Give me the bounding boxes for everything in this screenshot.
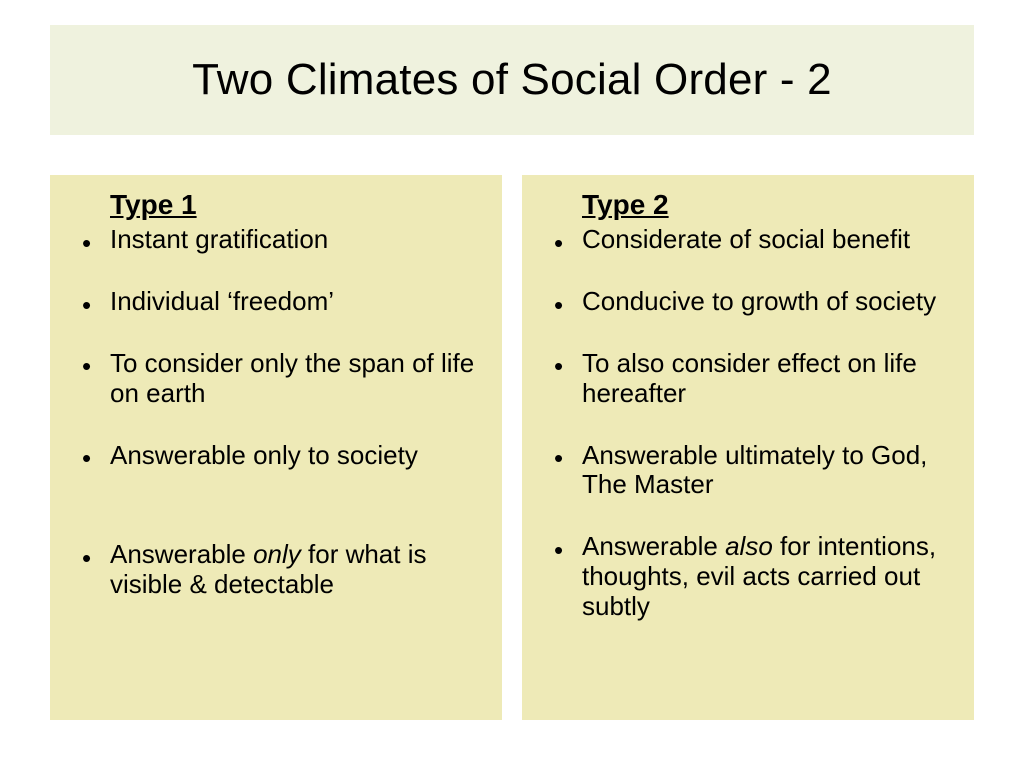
title-bar: Two Climates of Social Order - 2 [50, 25, 974, 135]
list-item: • Instant gratification [72, 225, 480, 255]
bullet-icon: • [554, 353, 563, 379]
bullet-icon: • [554, 292, 563, 318]
columns-container: Type 1 • Instant gratification • Individ… [50, 175, 974, 720]
bullet-icon: • [554, 230, 563, 256]
list-item-text: Answerable also for intentions, thoughts… [582, 531, 936, 621]
panel-type-2: Type 2 • Considerate of social benefit •… [522, 175, 974, 720]
bullet-icon: • [554, 537, 563, 563]
list-item-text: To consider only the span of life on ear… [110, 348, 474, 408]
list-item-text: Instant gratification [110, 224, 328, 254]
panel-heading: Type 2 [582, 189, 952, 221]
bullet-icon: • [82, 545, 91, 571]
list-item: • Conducive to growth of society [544, 287, 952, 317]
list-item: • Individual ‘freedom’ [72, 287, 480, 317]
list-item-text: Answerable ultimately to God, The Master [582, 440, 927, 500]
bullet-icon: • [82, 353, 91, 379]
panel-list: • Considerate of social benefit • Conduc… [544, 225, 952, 622]
page-title: Two Climates of Social Order - 2 [192, 55, 832, 105]
list-item: • Answerable only for what is visible & … [72, 540, 480, 600]
list-item: • Considerate of social benefit [544, 225, 952, 255]
list-item: • Answerable also for intentions, though… [544, 532, 952, 622]
list-item-text: Individual ‘freedom’ [110, 286, 334, 316]
list-item: • To consider only the span of life on e… [72, 349, 480, 409]
list-item-text: To also consider effect on life hereafte… [582, 348, 917, 408]
list-item-text: Conducive to growth of society [582, 286, 936, 316]
list-item: • To also consider effect on life hereaf… [544, 349, 952, 409]
panel-heading: Type 1 [110, 189, 480, 221]
list-item: • Answerable ultimately to God, The Mast… [544, 441, 952, 501]
panel-list: • Instant gratification • Individual ‘fr… [72, 225, 480, 600]
list-item-text: Answerable only to society [110, 440, 418, 470]
bullet-icon: • [82, 292, 91, 318]
list-item: • Answerable only to society [72, 441, 480, 471]
bullet-icon: • [82, 445, 91, 471]
panel-type-1: Type 1 • Instant gratification • Individ… [50, 175, 502, 720]
list-item-text: Considerate of social benefit [582, 224, 910, 254]
bullet-icon: • [82, 230, 91, 256]
bullet-icon: • [554, 445, 563, 471]
list-item-text: Answerable only for what is visible & de… [110, 539, 427, 599]
